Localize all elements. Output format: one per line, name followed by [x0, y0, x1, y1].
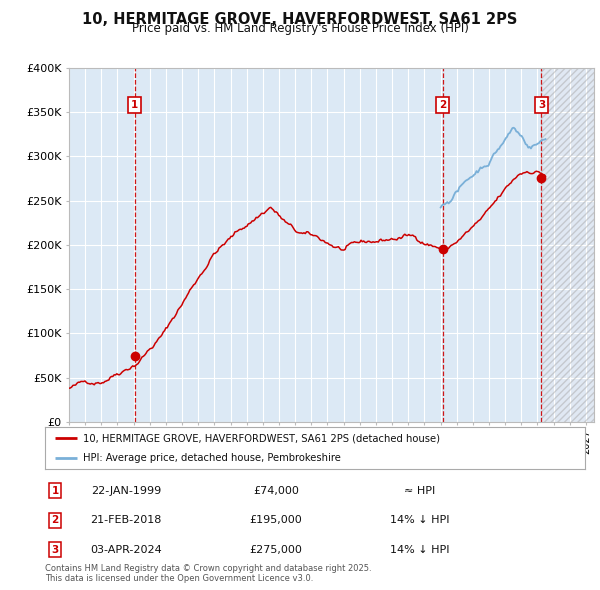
Text: Contains HM Land Registry data © Crown copyright and database right 2025.
This d: Contains HM Land Registry data © Crown c…: [45, 563, 371, 583]
Text: 14% ↓ HPI: 14% ↓ HPI: [390, 516, 450, 525]
Text: £275,000: £275,000: [250, 545, 302, 555]
Text: Price paid vs. HM Land Registry's House Price Index (HPI): Price paid vs. HM Land Registry's House …: [131, 22, 469, 35]
Text: HPI: Average price, detached house, Pembrokeshire: HPI: Average price, detached house, Pemb…: [83, 454, 341, 463]
Text: 1: 1: [52, 486, 59, 496]
Text: 03-APR-2024: 03-APR-2024: [90, 545, 162, 555]
Text: 2: 2: [52, 516, 59, 525]
Text: 10, HERMITAGE GROVE, HAVERFORDWEST, SA61 2PS: 10, HERMITAGE GROVE, HAVERFORDWEST, SA61…: [82, 12, 518, 27]
Text: ≈ HPI: ≈ HPI: [404, 486, 436, 496]
Text: 21-FEB-2018: 21-FEB-2018: [91, 516, 161, 525]
Text: £195,000: £195,000: [250, 516, 302, 525]
Text: 10, HERMITAGE GROVE, HAVERFORDWEST, SA61 2PS (detached house): 10, HERMITAGE GROVE, HAVERFORDWEST, SA61…: [83, 434, 440, 444]
Text: 14% ↓ HPI: 14% ↓ HPI: [390, 545, 450, 555]
Bar: [541, 68, 594, 422]
Text: 22-JAN-1999: 22-JAN-1999: [91, 486, 161, 496]
Text: 3: 3: [52, 545, 59, 555]
Text: 3: 3: [538, 100, 545, 110]
Text: 1: 1: [131, 100, 138, 110]
Text: 2: 2: [439, 100, 446, 110]
Text: £74,000: £74,000: [253, 486, 299, 496]
